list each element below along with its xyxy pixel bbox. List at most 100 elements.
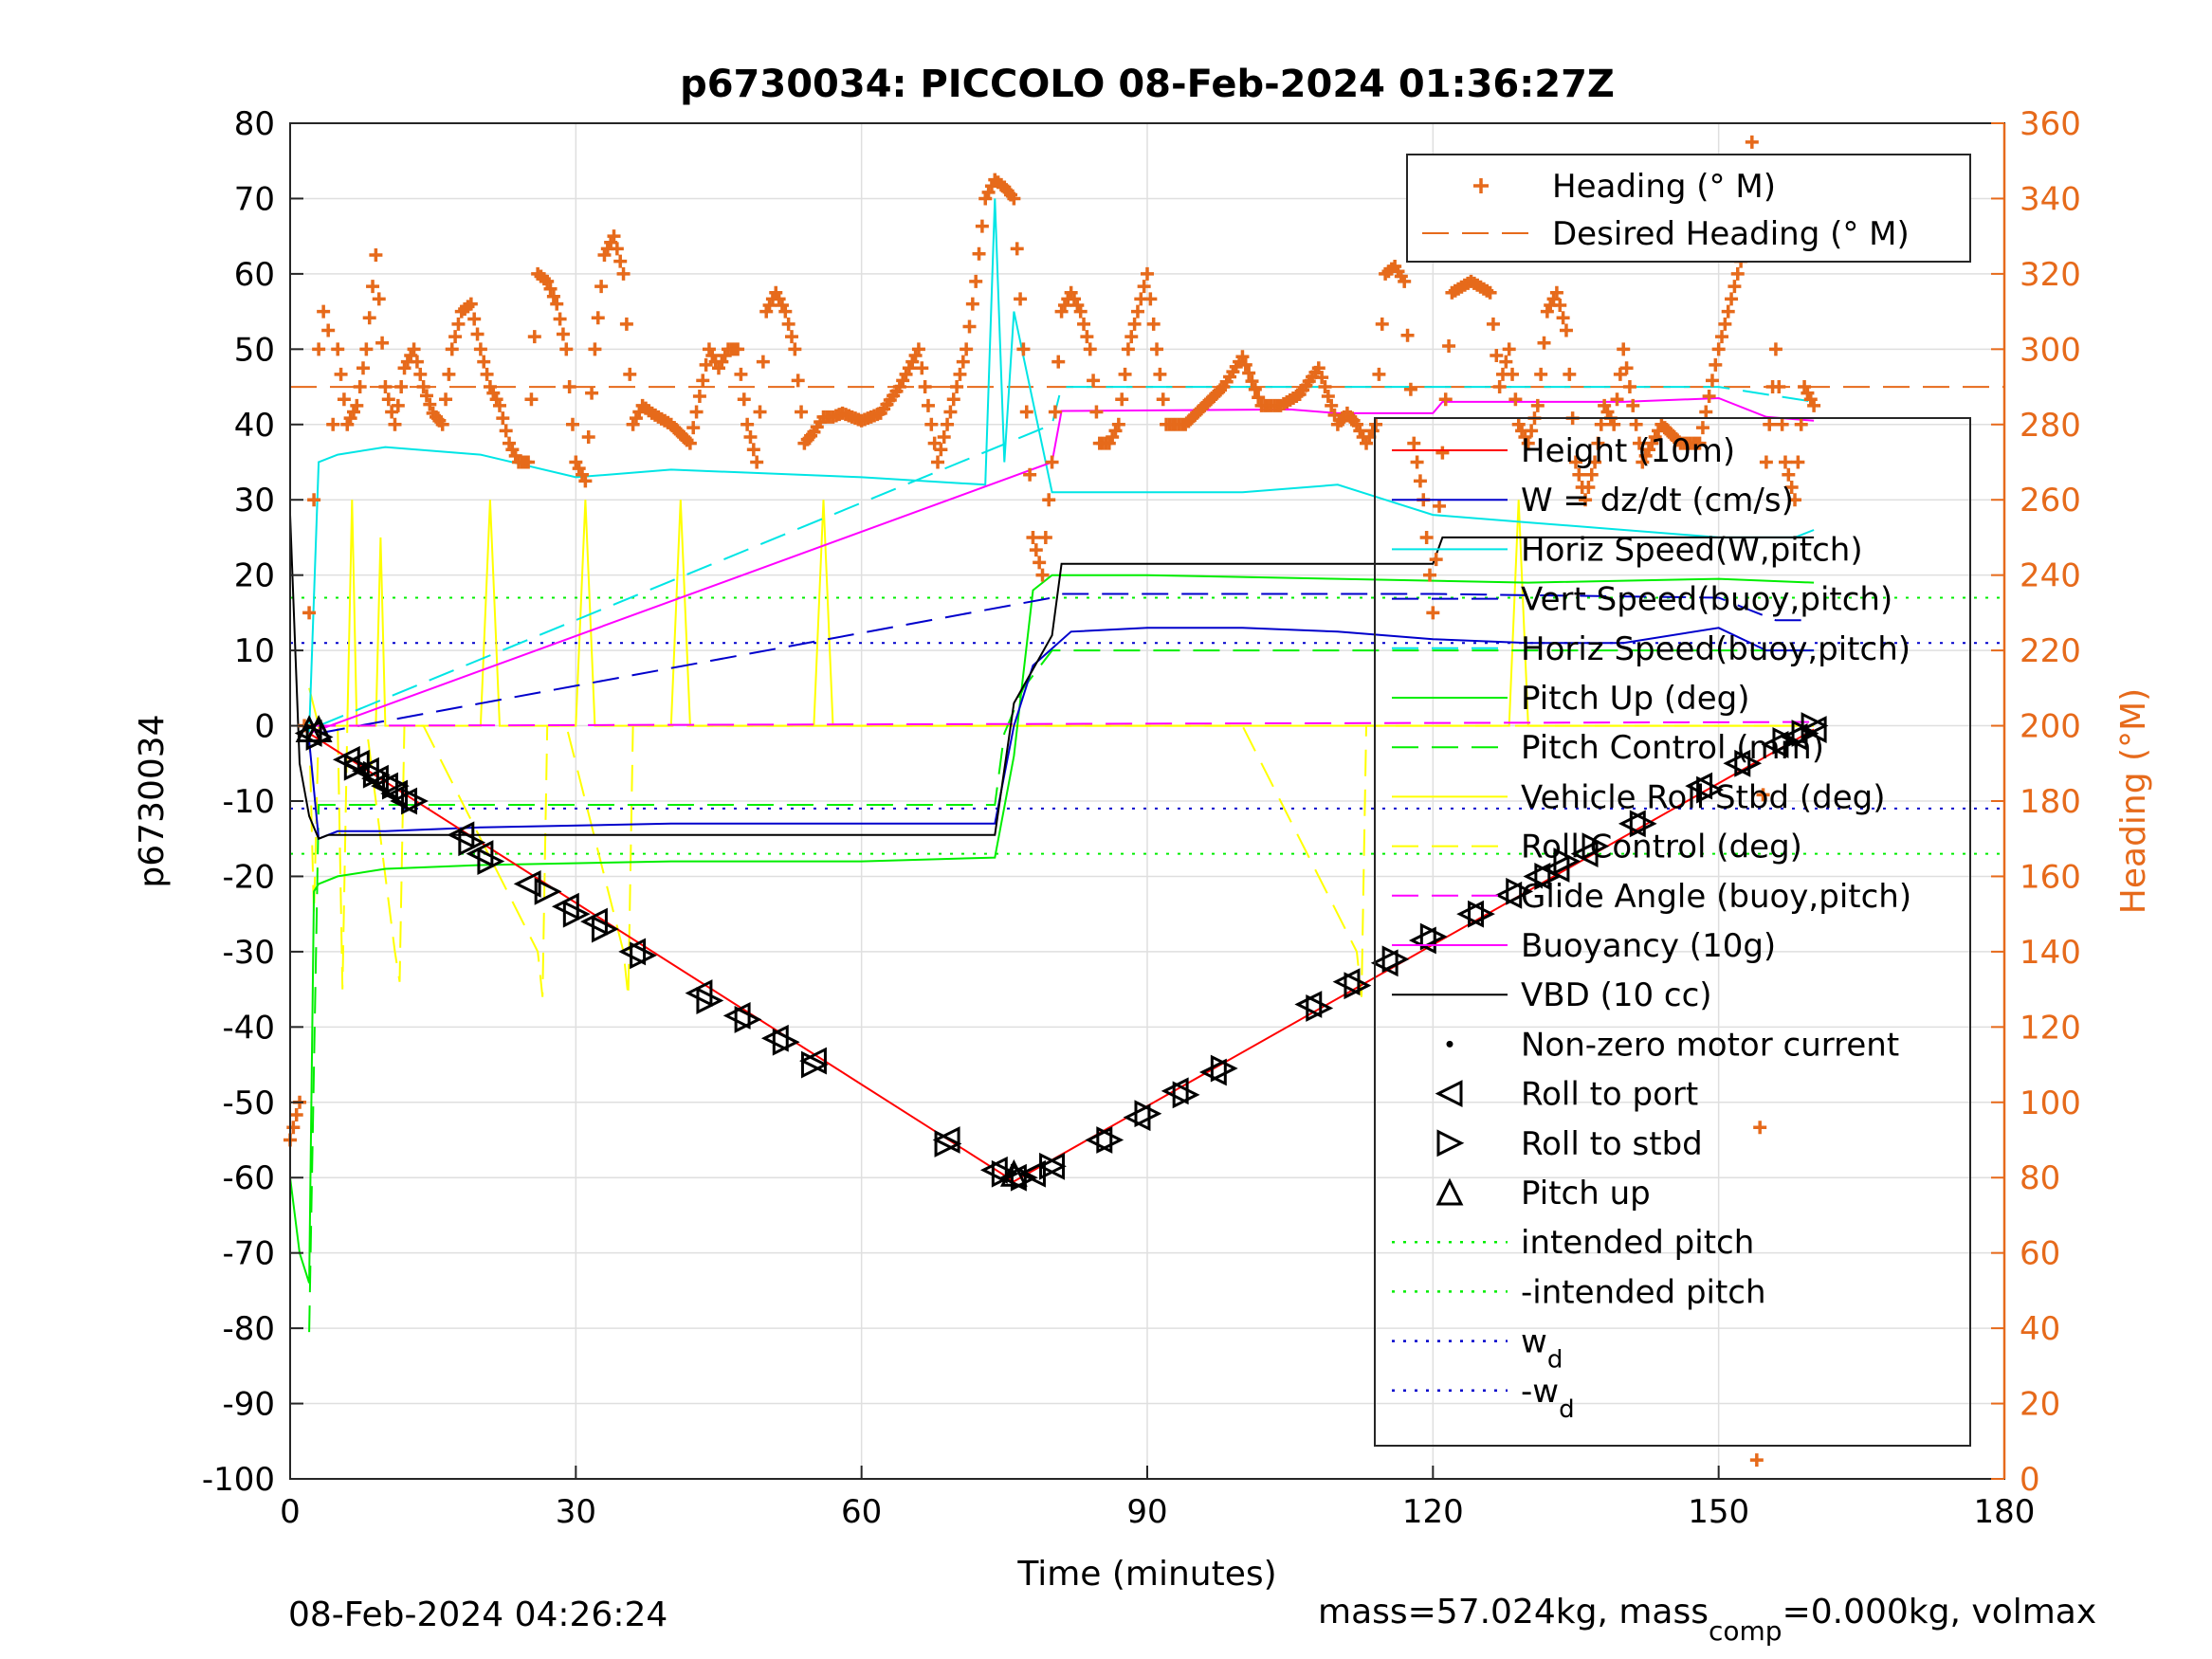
y-tick-label: -20 [222,858,275,896]
heading-marker [953,367,967,381]
series-buoyancy [308,396,1815,735]
legend-label: Non-zero motor current [1521,1026,1899,1064]
heading-marker [1429,553,1443,567]
heading-marker [1632,436,1646,450]
roll-stbd-marker [1468,900,1495,928]
heading-marker [972,246,986,261]
y-axis-right-label: Heading (°M) [2114,688,2153,914]
roll-stbd-marker [1801,712,1829,739]
heading-marker [410,355,424,369]
heading-marker [492,398,506,412]
heading-marker [623,367,637,381]
heading-marker [286,1121,301,1135]
heading-marker [1617,342,1631,356]
heading-marker [464,297,478,311]
legend-symbol [1435,1177,1464,1206]
heading-marker [581,430,595,445]
heading-marker [445,342,459,356]
heading-marker [965,297,979,311]
y-right-tick-label: 0 [2020,1461,2040,1499]
heading-marker [1245,374,1259,389]
heading-marker [591,311,605,325]
heading-marker [1569,455,1582,469]
heading-marker [969,274,983,288]
heading-marker [1321,389,1335,403]
heading-marker [1007,191,1021,206]
heading-marker [1502,342,1516,356]
pitch-up-marker [999,1158,1028,1187]
y-tick-label: 70 [234,180,275,218]
heading-marker [1419,530,1434,544]
footer-timestamp: 08-Feb-2024 04:26:24 [288,1595,667,1634]
heading-marker [1410,455,1424,469]
heading-marker [307,493,321,507]
x-axis-label: Time (minutes) [1016,1555,1276,1594]
heading-marker [289,1108,303,1122]
heading-marker [1146,317,1161,331]
footer-mass-tail: =0.000kg, volmax [1782,1593,2097,1632]
heading-marker [1759,455,1773,469]
heading-marker [350,398,364,412]
y-right-tick-label: 340 [2020,180,2081,218]
heading-marker [1794,417,1808,431]
heading-marker [1709,357,1723,372]
y-tick-label: 20 [234,557,275,595]
heading-marker [915,361,929,375]
heading-marker [381,392,395,407]
y-axis-label: p6730034 [133,714,172,887]
y-tick-label: -70 [222,1235,275,1273]
heading-marker [378,380,393,394]
heading-marker [1715,330,1729,344]
heading-marker [524,392,539,407]
heading-marker [1048,405,1062,419]
heading-marker [416,380,430,394]
roll-port-marker [551,892,579,921]
heading-marker [924,417,939,431]
heading-marker [473,342,487,356]
y-right-tick-label: 160 [2020,858,2081,896]
legend-label: Vehicle Roll Stbd (deg) [1521,778,1886,816]
heading-marker [1029,543,1043,557]
heading-marker [496,411,510,426]
roll-stbd-marker [1734,749,1763,777]
heading-marker [1768,342,1782,356]
y-tick-label: -90 [222,1386,275,1424]
roll-stbd-marker [1306,994,1334,1022]
roll-port-marker [1085,1126,1113,1154]
x-tick-label: 0 [280,1493,301,1531]
heading-marker [353,380,367,394]
heading-marker [1784,480,1799,494]
heading-marker [1534,367,1548,381]
series-vspeed-buoy [318,592,1815,735]
heading-marker [1398,274,1412,288]
y-tick-label: 80 [234,105,275,143]
heading-marker [791,374,805,388]
y-right-tick-label: 20 [2020,1386,2060,1424]
roll-stbd-marker [696,987,724,1014]
legend-label: Vert Speed(buoy,pitch) [1521,581,1892,619]
x-tick-label: 90 [1126,1493,1167,1531]
legend-label: Buoyancy (10g) [1521,927,1776,965]
roll-stbd-marker [1581,832,1610,861]
heading-marker [1626,398,1640,412]
y-right-tick-label: 220 [2020,632,2081,670]
roll-port-marker [447,821,475,849]
heading-marker [1788,493,1802,507]
heading-marker [321,323,336,337]
heading-marker [1782,467,1796,482]
heading-marker [1525,424,1539,438]
roll-port-marker [1456,900,1485,928]
heading-marker [1572,467,1586,482]
heading-marker [1753,1121,1767,1135]
legend-label: Horiz Speed(W,pitch) [1521,531,1863,569]
heading-marker [470,327,484,341]
roll-stbd-marker [401,787,429,815]
heading-marker [499,424,513,438]
y-tick-label: 50 [234,331,275,369]
heading-marker [543,282,558,296]
footer-mass: mass=57.024kg, masscomp=0.000kg, volmax [1318,1593,2096,1647]
heading-marker [918,380,932,394]
x-tick-label: 180 [1974,1493,2036,1531]
heading-marker [407,342,421,356]
y-right-tick-label: 320 [2020,256,2081,294]
